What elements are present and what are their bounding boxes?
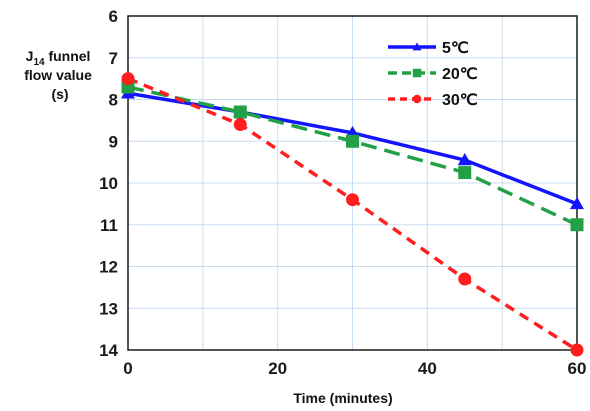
series-marker-circle (346, 193, 359, 207)
y-tick-label: 13 (99, 299, 118, 318)
x-tick-labels: 0 20 40 60 (123, 359, 586, 378)
y-tick-label: 11 (100, 216, 118, 235)
y-tick-label: 12 (99, 258, 118, 277)
series-marker-circle (412, 94, 422, 104)
series-marker-circle (121, 72, 135, 86)
x-tick-label: 60 (568, 359, 587, 378)
legend-label-2: 20℃ (442, 66, 478, 83)
series-marker-circle (570, 343, 584, 357)
y-tick-label: 14 (99, 341, 118, 360)
series-markers (121, 72, 584, 357)
series-marker-circle (458, 272, 472, 286)
series-marker-square (233, 105, 247, 119)
legend-label-1: 5℃ (442, 40, 469, 57)
y-tick-labels: 6 7 8 9 10 11 12 13 14 (99, 7, 118, 360)
series-marker-circle (233, 118, 247, 132)
y-tick-label: 7 (109, 49, 118, 68)
y-tick-label: 10 (99, 174, 118, 193)
y-axis-title-subscript: 14 (33, 57, 45, 68)
series-marker-triangle (412, 42, 422, 51)
x-axis-title: Time (minutes) (293, 390, 392, 406)
plot-frame (127, 15, 578, 351)
x-tick-label: 0 (123, 359, 132, 378)
legend-label-3: 30℃ (442, 92, 478, 109)
series-marker-triangle (570, 196, 584, 210)
legend: 5℃ 20℃ 30℃ (388, 40, 478, 109)
x-tick-label: 20 (268, 359, 287, 378)
series-marker-square (458, 166, 472, 180)
series-marker-triangle (457, 153, 472, 166)
y-tick-label: 6 (109, 7, 118, 26)
series-marker-square (346, 134, 359, 148)
x-tick-label: 40 (418, 359, 437, 378)
y-tick-label: 9 (109, 132, 118, 151)
y-axis-title: J14 funnel flow value (s) (24, 48, 96, 102)
series-marker-square (570, 218, 584, 232)
y-tick-label: 8 (109, 91, 118, 110)
series-marker-square (412, 68, 422, 78)
